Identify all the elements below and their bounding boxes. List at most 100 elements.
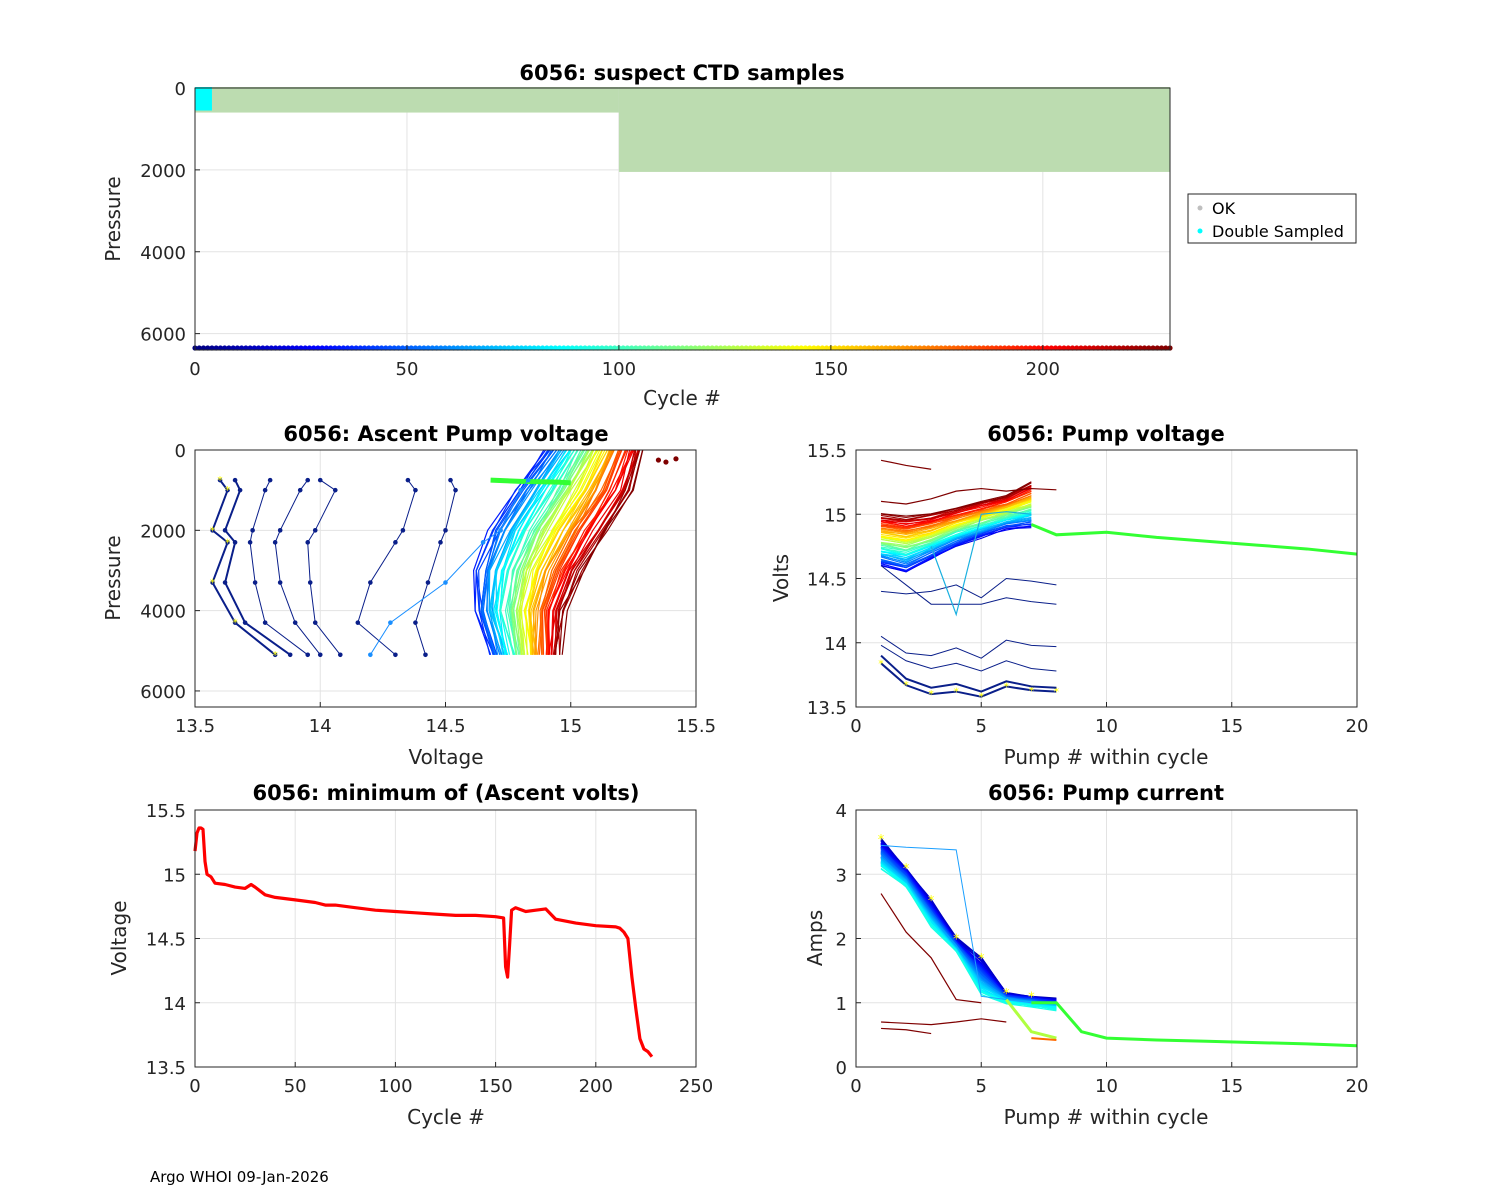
x-tick-label: 15 xyxy=(559,716,582,737)
cycle-marker xyxy=(840,345,847,351)
cycle-marker xyxy=(234,345,240,351)
cycle-marker xyxy=(467,345,474,351)
x-axis-label: Pump # within cycle xyxy=(1004,745,1209,769)
ascent-point xyxy=(368,580,373,585)
cycle-marker xyxy=(1023,345,1029,351)
cycle-marker xyxy=(463,345,469,351)
star-marker: * xyxy=(225,536,231,549)
axes-box xyxy=(194,87,1171,351)
cycle-marker xyxy=(832,345,838,351)
cycle-marker xyxy=(510,345,516,351)
ascent-point xyxy=(297,487,303,493)
ascent-point xyxy=(443,528,448,533)
cycle-marker xyxy=(730,345,736,351)
cycle-marker xyxy=(1014,345,1020,351)
pump-current-panel: * * * * * * * 0 5 10 15 20 0 1 2 3 4 6056: Pump current… xyxy=(803,781,1368,1129)
x-tick-label: 5 xyxy=(976,716,987,737)
cycle-marker xyxy=(688,345,694,351)
ascent-point xyxy=(443,580,448,585)
cycle-marker xyxy=(1163,345,1169,351)
cycle-marker xyxy=(484,345,491,351)
cycle-marker xyxy=(798,345,804,351)
cycle-marker xyxy=(815,345,821,351)
cycle-marker xyxy=(323,345,330,351)
cycle-marker xyxy=(963,345,970,351)
cycle-marker xyxy=(209,345,215,351)
cycle-marker xyxy=(400,345,406,351)
ascent-point xyxy=(480,540,486,545)
cycle-marker xyxy=(633,345,639,351)
cycle-marker xyxy=(819,345,825,351)
cycle-marker xyxy=(807,345,813,351)
cycle-marker xyxy=(1112,345,1118,351)
cycle-marker xyxy=(1116,345,1122,351)
star-marker: * xyxy=(928,688,934,701)
star-marker: * xyxy=(1028,990,1035,1005)
chart-title: 6056: Pump voltage xyxy=(987,422,1225,446)
early-point xyxy=(655,457,662,463)
cycle-marker xyxy=(450,345,457,351)
ascent-point xyxy=(448,477,453,483)
ascent-point xyxy=(413,487,418,493)
star-marker: * xyxy=(979,691,985,704)
cycle-marker xyxy=(773,345,779,351)
cycle-marker xyxy=(476,345,482,351)
cycle-marker xyxy=(671,345,677,351)
ticks: 13.5 14 14.5 15 15.5 0 2000 4000 6000 xyxy=(140,441,716,737)
ascent-point xyxy=(425,580,431,585)
cycle-marker xyxy=(620,345,626,351)
cycle-marker xyxy=(735,345,741,351)
cycle-marker xyxy=(645,345,652,351)
cycle-marker xyxy=(900,345,906,351)
cycle-marker xyxy=(1141,345,1148,351)
cycle-marker xyxy=(891,345,898,351)
ok-sample-region xyxy=(618,87,1170,172)
cycle-marker xyxy=(374,345,380,351)
cycle-marker xyxy=(1082,345,1088,351)
cycle-marker xyxy=(624,345,630,351)
pump-voltage-line xyxy=(880,482,1032,519)
cycle-marker xyxy=(357,345,363,351)
x-tick-label: 150 xyxy=(478,1076,512,1097)
ascent-point xyxy=(277,528,283,533)
cycle-marker xyxy=(662,345,669,351)
y-tick-label: 14 xyxy=(824,634,847,655)
cycle-marker xyxy=(315,345,321,351)
low-current-line xyxy=(881,1018,1007,1026)
cycle-marker xyxy=(446,345,452,351)
data-layer: * * * * * * * * xyxy=(878,459,1358,704)
cycle-marker xyxy=(946,345,953,351)
y-tick-label: 2000 xyxy=(140,161,186,182)
cycle-marker xyxy=(272,345,279,351)
data-layer xyxy=(193,826,654,1058)
cycle-marker xyxy=(930,345,936,351)
cycle-marker xyxy=(251,345,257,351)
cycle-marker xyxy=(1044,345,1050,351)
chart-title: 6056: Pump current xyxy=(988,781,1224,805)
ascent-point xyxy=(225,487,230,493)
x-tick-label: 15 xyxy=(1220,1076,1243,1097)
cycle-marker xyxy=(1035,345,1042,351)
cycle-marker xyxy=(285,345,291,351)
ascent-point xyxy=(250,528,255,533)
ascent-point xyxy=(225,540,230,545)
cycle-marker xyxy=(764,345,770,351)
cycle-marker xyxy=(612,345,618,351)
cycle-marker xyxy=(217,345,224,351)
ascent-point xyxy=(525,477,531,483)
low-current-line xyxy=(881,1027,932,1035)
pump-voltage-panel: * * * * * * * * 0 5 10 15 20 13.5 14 14.5 15 15.5 6056: … xyxy=(769,422,1368,769)
cycle-marker xyxy=(260,345,266,351)
cycle-marker xyxy=(692,345,698,351)
cycle-marker xyxy=(514,345,520,351)
ascent-point xyxy=(368,652,373,658)
star-marker: * xyxy=(210,524,216,537)
cycle-marker xyxy=(213,345,219,351)
ascent-point xyxy=(267,477,273,483)
cycle-marker xyxy=(845,345,851,351)
pump-voltage-line xyxy=(880,481,1032,517)
y-tick-label: 0 xyxy=(175,79,186,100)
x-tick-label: 5 xyxy=(976,1076,987,1097)
cycle-marker xyxy=(1002,345,1008,351)
